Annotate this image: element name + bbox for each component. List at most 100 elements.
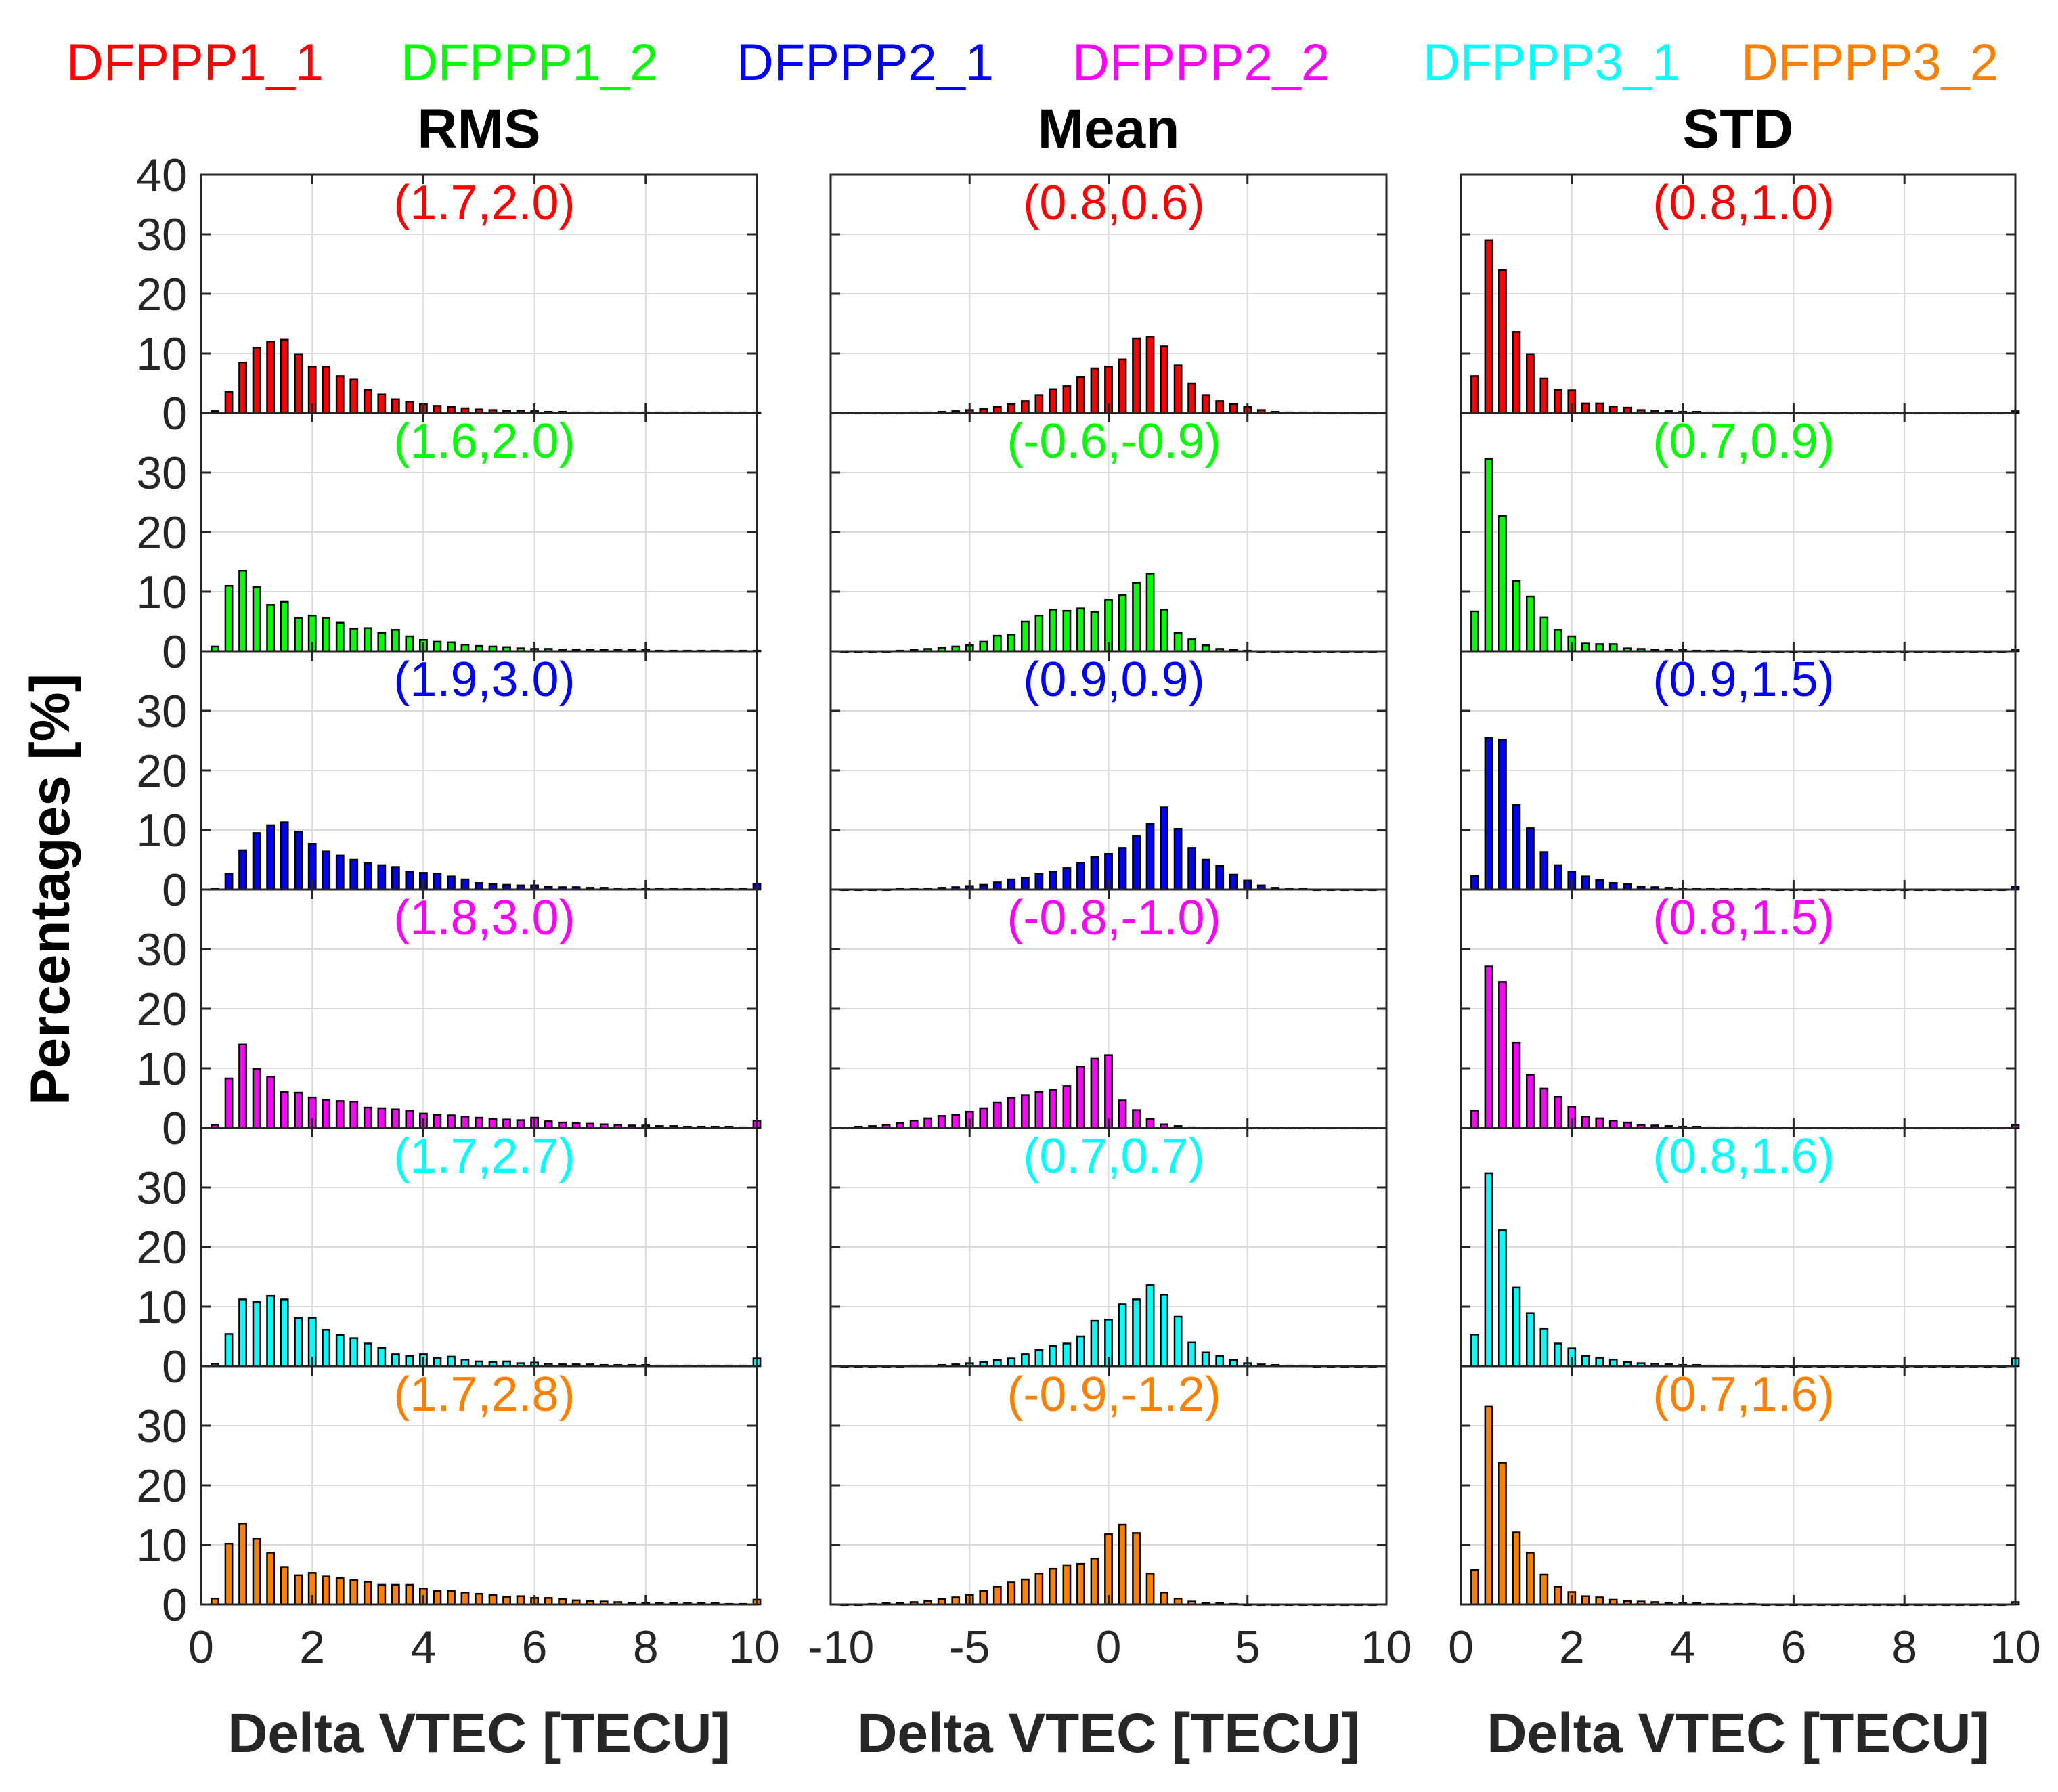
rms-dfppp3-2-ytick-2: 20 — [136, 1460, 188, 1512]
std-dfppp2-2-bar-1 — [1484, 965, 1493, 1129]
std-dfppp2-1-bar-8 — [1581, 875, 1590, 891]
std-dfppp1-2-bar-1 — [1484, 458, 1493, 653]
mean-dfppp3-2-bar-8 — [951, 1596, 961, 1606]
rms-dfppp3-2-bar-19 — [475, 1592, 483, 1606]
rms-panel-dfppp3-1: 0 10 20 30 (1.7,2.7) — [136, 1127, 762, 1393]
rms-xtick-0: 0 — [188, 1621, 214, 1673]
rms-dfppp3-2-bar-14 — [405, 1583, 414, 1606]
mean-dfppp3-1-bar-15 — [1049, 1345, 1057, 1368]
std-dfppp3-2-bar-6 — [1553, 1586, 1562, 1606]
rms-dfppp3-2-bar-3 — [252, 1537, 261, 1606]
std-xtick-4: 8 — [1891, 1621, 1917, 1673]
std-xtick-1: 2 — [1559, 1621, 1585, 1673]
mean-xtick-2: 0 — [1096, 1621, 1122, 1673]
std-dfppp3-1-annotation: (0.8,1.6) — [1652, 1129, 1834, 1183]
mean-title: Mean — [1038, 98, 1180, 160]
mean-xtick-3: 5 — [1235, 1621, 1261, 1673]
std-panel-dfppp2-2: (0.8,1.5) — [1460, 888, 2020, 1130]
legend-entry-dfppp2-1: DFPPP2_1 — [737, 34, 994, 91]
mean-dfppp3-1-bar-18 — [1090, 1319, 1099, 1368]
std-dfppp1-2-bar-8 — [1581, 642, 1590, 653]
std-dfppp3-1-bar-3 — [1512, 1286, 1521, 1368]
rms-dfppp2-1-bar-16 — [433, 872, 442, 891]
rms-dfppp3-2-bar-1 — [224, 1542, 234, 1606]
std-dfppp2-2-annotation: (0.8,1.5) — [1652, 891, 1834, 945]
rms-dfppp1-1-ytick-0: 0 — [162, 388, 188, 439]
std-dfppp2-2-bar-6 — [1553, 1095, 1562, 1129]
rms-dfppp3-1-bar-6 — [294, 1317, 303, 1368]
std-dfppp1-2-bar-2 — [1498, 515, 1507, 653]
rms-dfppp2-2-bar-13 — [391, 1108, 400, 1129]
std-dfppp3-2-bar-4 — [1526, 1552, 1535, 1606]
mean-dfppp3-1-bar-27 — [1215, 1355, 1225, 1368]
rms-dfppp2-2-ytick-2: 20 — [136, 984, 188, 1035]
mean-dfppp2-1-bar-12 — [1007, 878, 1016, 891]
rms-panel-dfppp2-2: 0 10 20 30 (1.8,3.0) — [136, 888, 762, 1154]
rms-dfppp3-2-bar-8 — [322, 1575, 331, 1606]
mean-dfppp3-1-bar-20 — [1118, 1303, 1127, 1368]
mean-dfppp1-2-bar-12 — [1007, 634, 1016, 653]
mean-dfppp3-2-bar-12 — [1007, 1581, 1016, 1606]
rms-dfppp2-2-bar-16 — [433, 1114, 442, 1129]
std-dfppp3-1-bar-1 — [1484, 1172, 1493, 1368]
rms-panel-dfppp1-2: 0 10 20 30 (1.6,2.0) — [136, 412, 762, 678]
mean-dfppp3-1-bar-22 — [1145, 1284, 1155, 1368]
std-dfppp3-1-bar-9 — [1595, 1357, 1604, 1368]
rms-dfppp3-1-bar-12 — [377, 1347, 387, 1368]
rms-dfppp1-2-bar-17 — [447, 641, 456, 653]
mean-dfppp1-1-bar-23 — [1160, 345, 1168, 414]
mean-dfppp1-2-bar-14 — [1034, 614, 1044, 653]
std-dfppp3-1-bar-2 — [1498, 1229, 1507, 1368]
mean-dfppp1-1-bar-18 — [1090, 367, 1099, 414]
rms-dfppp2-2-bar-9 — [335, 1100, 345, 1129]
rms-dfppp1-1-bar-9 — [335, 375, 345, 414]
rms-dfppp2-2-bar-11 — [363, 1106, 372, 1129]
mean-dfppp2-2-bar-7 — [937, 1115, 946, 1129]
mean-dfppp2-1-bar-14 — [1034, 873, 1044, 891]
panel-grid: RMS010203040(1.7,2.0)0102030(1.6,2.0)010… — [136, 98, 2040, 1764]
mean-x-axis-label: Delta VTEC [TECU] — [857, 1703, 1360, 1764]
mean-dfppp1-2-bar-20 — [1118, 594, 1127, 653]
legend-entry-dfppp2-2: DFPPP2_2 — [1072, 34, 1330, 91]
rms-dfppp3-2-bar-18 — [460, 1592, 470, 1606]
mean-dfppp2-1-annotation: (0.9,0.9) — [1023, 653, 1204, 707]
legend-entry-dfppp3-2: DFPPP3_2 — [1741, 34, 1998, 91]
legend-entry-dfppp1-2: DFPPP1_2 — [401, 34, 658, 91]
rms-dfppp1-1-bar-13 — [391, 398, 400, 414]
rms-dfppp2-2-ytick-0: 0 — [162, 1103, 188, 1154]
rms-dfppp2-2-bar-21 — [502, 1118, 511, 1129]
mean-dfppp1-2-bar-18 — [1090, 611, 1099, 653]
std-panel-dfppp1-2: (0.7,0.9) — [1460, 412, 2020, 653]
rms-dfppp2-2-bar-2 — [238, 1043, 247, 1129]
rms-dfppp2-2-bar-5 — [280, 1091, 289, 1129]
rms-dfppp2-1-bar-14 — [405, 871, 414, 891]
mean-xtick-4: 10 — [1361, 1621, 1412, 1673]
rms-dfppp1-1-bar-3 — [252, 346, 261, 414]
mean-dfppp3-1-bar-26 — [1201, 1351, 1210, 1368]
std-dfppp3-2-annotation: (0.7,1.6) — [1652, 1368, 1834, 1422]
mean-dfppp1-1-bar-25 — [1187, 382, 1197, 414]
mean-dfppp3-1-bar-16 — [1062, 1342, 1072, 1368]
std-dfppp2-2-bar-8 — [1581, 1116, 1590, 1129]
mean-dfppp1-2-bar-10 — [979, 640, 988, 653]
rms-dfppp1-2-bar-10 — [349, 628, 359, 653]
rms-dfppp1-1-bar-1 — [224, 391, 234, 414]
mean-dfppp2-2-bar-13 — [1020, 1094, 1030, 1129]
rms-dfppp3-1-bar-5 — [280, 1298, 289, 1368]
rms-chart: RMS010203040(1.7,2.0)0102030(1.6,2.0)010… — [136, 98, 780, 1764]
rms-dfppp2-2-ytick-3: 30 — [136, 924, 188, 976]
mean-dfppp2-1-bar-26 — [1201, 858, 1210, 891]
rms-dfppp1-1-ytick-1: 10 — [136, 328, 188, 380]
std-dfppp2-2-bar-5 — [1539, 1087, 1549, 1129]
rms-dfppp1-2-bar-13 — [391, 629, 400, 653]
mean-dfppp1-1-bar-16 — [1062, 385, 1072, 414]
mean-dfppp2-1-bar-27 — [1215, 865, 1225, 891]
rms-dfppp2-2-bar-20 — [488, 1118, 498, 1129]
rms-dfppp2-1-bar-2 — [238, 849, 247, 891]
rms-dfppp2-1-bar-9 — [335, 854, 345, 891]
rms-dfppp3-1-bar-14 — [405, 1355, 414, 1368]
mean-dfppp1-1-bar-22 — [1145, 336, 1155, 414]
rms-dfppp1-1-bar-11 — [363, 389, 372, 414]
mean-xtick-1: -5 — [949, 1621, 990, 1673]
rms-dfppp2-1-bar-1 — [224, 872, 234, 891]
